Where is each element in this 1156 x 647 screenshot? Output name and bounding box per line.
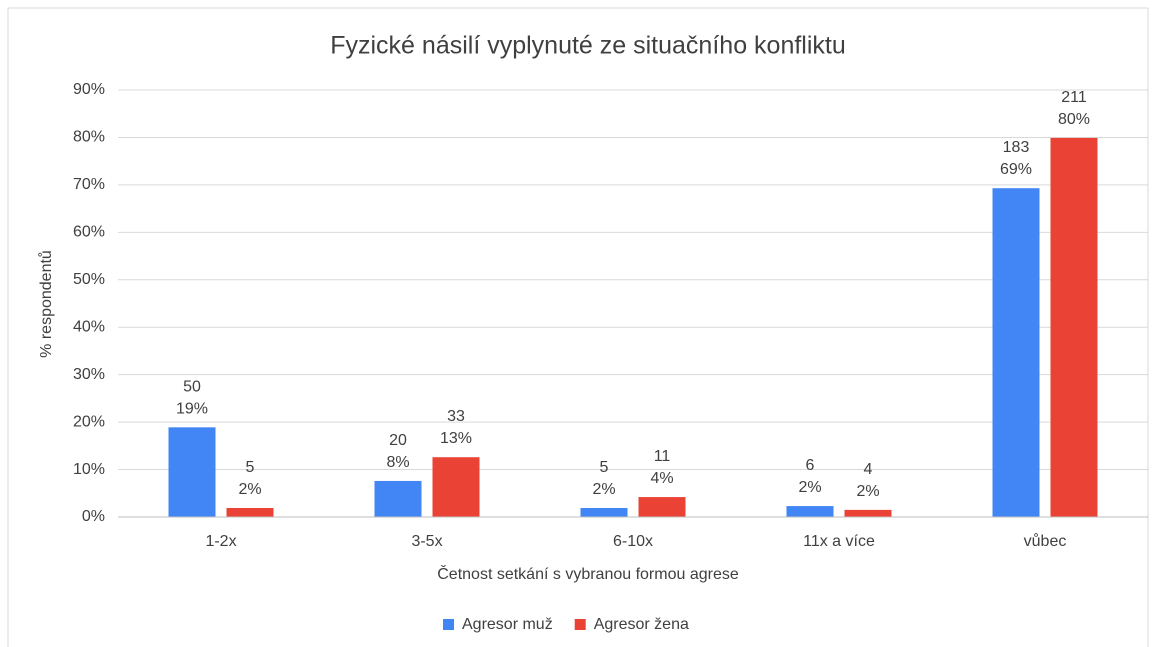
y-tick-label: 60% <box>73 224 105 241</box>
x-tick-label: 3-5x <box>411 533 442 550</box>
legend-swatch <box>574 619 586 630</box>
bar <box>374 480 422 517</box>
legend-label: Agresor žena <box>594 616 689 633</box>
data-label-value: 69% <box>1000 161 1032 178</box>
bar <box>432 457 480 517</box>
x-tick-label: vůbec <box>1024 532 1067 550</box>
y-tick-label: 80% <box>73 129 105 146</box>
y-tick-label: 20% <box>73 413 105 430</box>
bar <box>638 497 686 517</box>
y-tick-label: 30% <box>73 366 105 383</box>
data-label-count: 6 <box>806 457 815 474</box>
legend-swatch <box>443 619 454 630</box>
data-label-count: 50 <box>183 379 201 396</box>
data-label-value: 19% <box>176 401 208 418</box>
y-tick-label: 90% <box>73 81 105 98</box>
data-label: 5 2% <box>592 459 615 498</box>
bar <box>226 507 274 517</box>
x-tick-label: 11x a více <box>803 533 875 550</box>
data-label-count: 5 <box>246 459 255 476</box>
data-label-value: 2% <box>238 481 261 498</box>
data-label-count: 211 <box>1061 89 1087 106</box>
x-tick-label: 1-2x <box>205 533 236 550</box>
data-label: 4 2% <box>856 461 879 500</box>
x-tick-label: 6-10x <box>613 533 653 550</box>
y-tick-label: 70% <box>73 176 105 193</box>
data-label: 5 2% <box>238 459 261 498</box>
data-label-count: 20 <box>389 432 407 449</box>
data-label-count: 5 <box>600 459 609 476</box>
chart-title: Fyzické násilí vyplynuté ze situačního k… <box>330 32 846 60</box>
data-label-value: 2% <box>856 483 879 500</box>
bar <box>580 507 628 517</box>
y-tick-label: 50% <box>73 271 105 288</box>
bar <box>992 188 1040 517</box>
data-label-value: 80% <box>1058 111 1090 128</box>
data-label: 211 80% <box>1058 89 1090 128</box>
bar <box>844 509 892 517</box>
data-label-value: 8% <box>386 454 409 471</box>
data-label: 11 4% <box>650 448 673 487</box>
data-label-value: 4% <box>650 470 673 487</box>
data-label-value: 2% <box>798 479 821 496</box>
bar <box>786 506 834 517</box>
y-axis-label: % respondentů <box>37 250 55 358</box>
data-label-count: 4 <box>864 461 873 478</box>
bar <box>1050 137 1098 517</box>
y-tick-label: 10% <box>73 461 105 478</box>
data-label-count: 183 <box>1003 139 1030 156</box>
data-label: 6 2% <box>798 457 821 496</box>
x-axis-label: Četnost setkání s vybranou formou agrese <box>437 564 739 583</box>
data-label: 33 13% <box>440 408 472 447</box>
data-label: 20 8% <box>386 432 409 471</box>
data-label-value: 2% <box>592 481 615 498</box>
bar <box>168 427 216 517</box>
data-label-value: 13% <box>440 430 472 447</box>
data-label-count: 11 <box>654 448 671 465</box>
y-tick-label: 40% <box>73 318 105 335</box>
data-label-count: 33 <box>447 408 465 425</box>
y-tick-label: 0% <box>82 508 105 525</box>
data-label: 183 69% <box>1000 139 1032 178</box>
legend-label: Agresor muž <box>462 616 553 633</box>
data-label: 50 19% <box>176 379 208 418</box>
